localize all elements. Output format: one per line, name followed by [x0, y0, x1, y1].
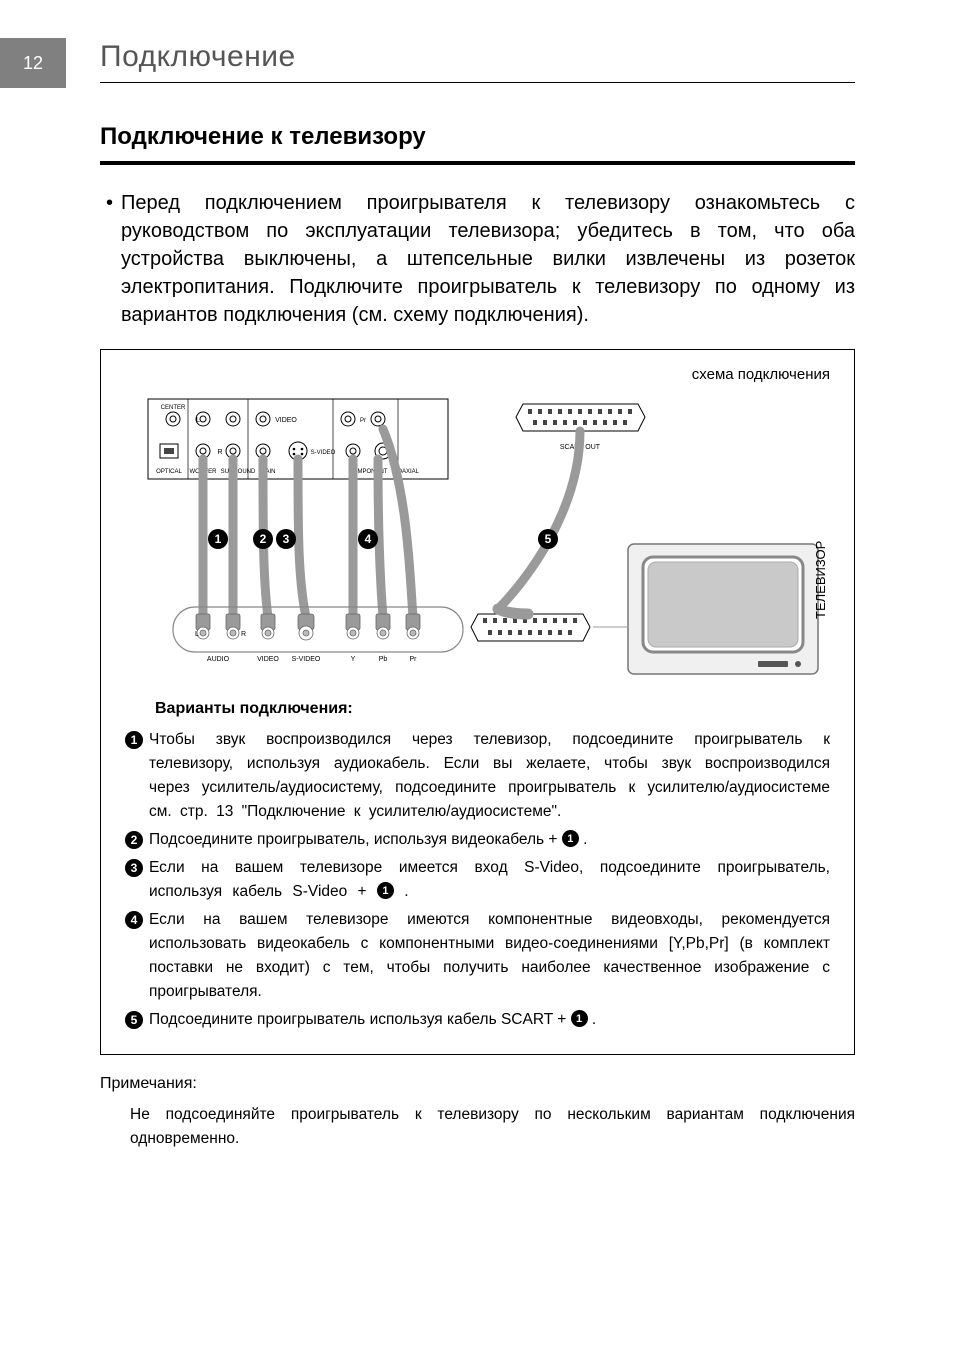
diagram-box: схема подключения CENTER L VIDEO Pr	[100, 349, 855, 1055]
svg-text:Y: Y	[350, 656, 355, 663]
option-text-2-post: .	[583, 831, 587, 848]
option-badge-3: 3	[125, 859, 143, 877]
option-badge-1: 1	[125, 731, 143, 749]
option-text-4: Если на вашем телевизоре имеются компоне…	[149, 908, 830, 1004]
svg-text:R: R	[241, 631, 246, 638]
option-text-1-pre: Чтобы звук воспроизводился через телевиз…	[149, 731, 830, 820]
svg-text:VIDEO: VIDEO	[257, 656, 279, 663]
notes-text: Не подсоединяйте проигрыватель к телевиз…	[130, 1103, 855, 1151]
page-number-tab: 12	[0, 38, 66, 88]
diagram-caption: схема подключения	[125, 366, 830, 383]
svg-text:ТЕЛЕВИЗОР: ТЕЛЕВИЗОР	[813, 541, 828, 619]
options-title: Варианты подключения:	[155, 700, 830, 718]
svg-text:SURROUND: SURROUND	[220, 469, 255, 475]
option-text-3: Если на вашем телевизоре имеется вход S-…	[149, 856, 830, 904]
svg-text:L: L	[196, 417, 200, 424]
option-text-2-pre: Подсоедините проигрыватель, используя ви…	[149, 831, 562, 848]
option-row: 2 Подсоедините проигрыватель, используя …	[125, 828, 830, 852]
option-text-4-pre: Если на вашем телевизоре имеются компоне…	[149, 911, 830, 1000]
svg-text:CENTER: CENTER	[160, 405, 185, 411]
option-row: 5 Подсоедините проигрыватель используя к…	[125, 1008, 830, 1032]
option-text-2: Подсоедините проигрыватель, используя ви…	[149, 828, 830, 852]
option-badge-2: 2	[125, 831, 143, 849]
svg-text:3: 3	[282, 532, 289, 546]
svg-text:L: L	[195, 631, 199, 638]
option-row: 3 Если на вашем телевизоре имеется вход …	[125, 856, 830, 904]
section-title: Подключение к телевизору	[100, 123, 855, 151]
svg-text:5: 5	[544, 532, 551, 546]
option-badge-5: 5	[125, 1011, 143, 1029]
header-bar: Подключение	[100, 0, 855, 83]
svg-text:Pr: Pr	[360, 418, 366, 424]
option-text-3-post: .	[404, 883, 408, 900]
intro-row: • Перед подключением проигрывателя к тел…	[100, 189, 855, 329]
connection-diagram: CENTER L VIDEO Pr OPTICAL WOOFER R	[125, 389, 830, 684]
svg-text:VIDEO: VIDEO	[275, 417, 297, 424]
option-row: 1 Чтобы звук воспроизводился через телев…	[125, 728, 830, 824]
option-badge-4: 4	[125, 911, 143, 929]
svg-text:1: 1	[214, 532, 221, 546]
inline-ref-icon: 1	[377, 882, 394, 899]
inline-ref-icon: 1	[571, 1010, 588, 1027]
svg-text:4: 4	[364, 532, 371, 546]
option-text-5: Подсоедините проигрыватель используя каб…	[149, 1008, 830, 1032]
option-row: 4 Если на вашем телевизоре имеются компо…	[125, 908, 830, 1004]
svg-text:S-VIDEO: S-VIDEO	[291, 656, 320, 663]
content-area: Подключение к телевизору • Перед подключ…	[100, 83, 855, 1151]
section-rule	[100, 161, 855, 165]
option-text-3-pre: Если на вашем телевизоре имеется вход S-…	[149, 859, 830, 900]
inline-ref-icon: 1	[562, 830, 579, 847]
svg-text:Pr: Pr	[409, 656, 417, 663]
bullet-icon: •	[106, 189, 113, 217]
notes-title: Примечания:	[100, 1075, 855, 1093]
svg-text:R: R	[217, 449, 222, 456]
option-text-5-post: .	[592, 1011, 596, 1028]
page-number: 12	[23, 53, 43, 74]
svg-text:AUDIO: AUDIO	[206, 656, 229, 663]
intro-text: Перед подключением проигрывателя к телев…	[121, 189, 855, 329]
svg-text:S-VIDEO: S-VIDEO	[310, 450, 335, 456]
header-title: Подключение	[100, 40, 855, 74]
svg-text:OPTICAL: OPTICAL	[156, 469, 182, 475]
svg-text:2: 2	[259, 532, 266, 546]
option-text-5-pre: Подсоедините проигрыватель используя каб…	[149, 1011, 571, 1028]
svg-text:Pb: Pb	[378, 656, 387, 663]
option-text-1: Чтобы звук воспроизводился через телевиз…	[149, 728, 830, 824]
